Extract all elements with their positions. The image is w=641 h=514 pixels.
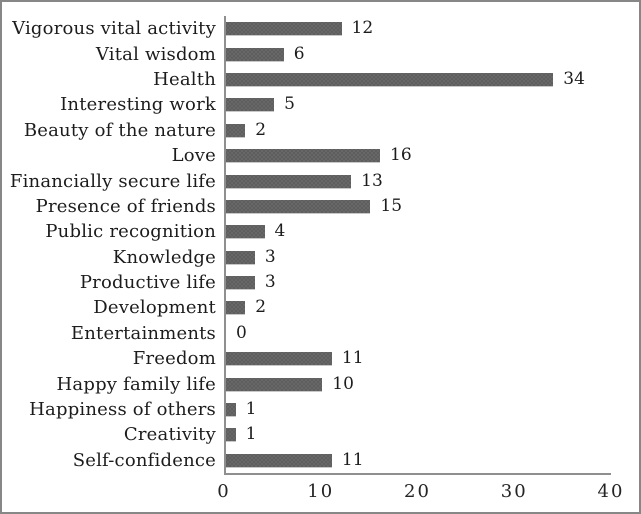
value-label: 34 xyxy=(563,68,585,89)
bar xyxy=(226,174,352,188)
chart-row: 34 xyxy=(226,67,611,92)
value-label: 1 xyxy=(245,424,257,445)
value-label: 3 xyxy=(264,246,276,267)
value-label: 10 xyxy=(332,373,354,394)
x-tick-label: 20 xyxy=(404,481,431,503)
category-label: Creativity xyxy=(123,424,216,446)
bar xyxy=(226,199,371,213)
category-label: Presence of friends xyxy=(35,195,216,217)
bar xyxy=(226,47,284,61)
bar xyxy=(226,98,275,112)
bar xyxy=(226,377,323,391)
chart-row: 4 xyxy=(226,219,611,244)
category-label: Productive life xyxy=(79,272,216,294)
chart-row: 2 xyxy=(226,118,611,143)
x-tick-label: 40 xyxy=(597,481,625,503)
category-label: Knowledge xyxy=(112,246,216,268)
chart-row: 3 xyxy=(226,270,611,295)
chart-row: 3 xyxy=(226,245,611,270)
value-label: 11 xyxy=(341,449,364,470)
value-label: 3 xyxy=(264,272,276,293)
chart-row: 13 xyxy=(226,168,611,193)
value-label: 11 xyxy=(341,348,364,369)
value-label: 2 xyxy=(255,119,267,140)
category-label: Freedom xyxy=(132,348,216,370)
chart-row: 1 xyxy=(226,422,611,447)
chart-row: 2 xyxy=(226,295,611,320)
category-label: Interesting work xyxy=(60,94,216,116)
category-label: Public recognition xyxy=(45,221,216,243)
bar xyxy=(226,123,246,137)
bar xyxy=(226,428,236,442)
value-label: 12 xyxy=(351,18,374,39)
value-label: 4 xyxy=(274,221,286,242)
bar-chart: Vigorous vital activity Vital wisdom Healt… xyxy=(8,16,622,507)
chart-row: 6 xyxy=(226,41,611,66)
chart-row: 15 xyxy=(226,194,611,219)
x-tick-label: 30 xyxy=(500,481,528,503)
bar xyxy=(226,22,342,36)
plot-area: 12 6 34 5 2 16 13 15 4 3 3 2 0 11 10 1 1 11 xyxy=(224,16,611,476)
value-label: 16 xyxy=(390,145,412,166)
category-label: Happiness of others xyxy=(29,399,216,421)
value-label: 0 xyxy=(236,322,247,343)
category-label: Love xyxy=(171,145,216,167)
category-label: Health xyxy=(153,68,216,90)
bar xyxy=(226,403,236,417)
bar xyxy=(226,149,380,163)
plot-column: 12 6 34 5 2 16 13 15 4 3 3 2 0 11 10 1 1 11 0 10 20 30 40 xyxy=(217,16,622,507)
value-label: 6 xyxy=(293,43,305,64)
chart-row: 5 xyxy=(226,92,611,117)
chart-row: 11 xyxy=(226,346,611,371)
x-tick-label: 10 xyxy=(307,481,335,503)
x-tick-label: 0 xyxy=(217,481,231,503)
bar xyxy=(226,72,554,86)
category-label: Self-confidence xyxy=(72,449,216,471)
chart-row: 12 xyxy=(226,16,611,41)
value-label: 5 xyxy=(284,94,295,115)
value-label: 15 xyxy=(380,195,403,216)
value-label: 2 xyxy=(255,297,267,318)
value-label: 1 xyxy=(245,399,257,420)
bar xyxy=(226,301,246,315)
bar xyxy=(226,453,332,467)
x-axis: 0 10 20 30 40 xyxy=(217,475,622,507)
value-label: 13 xyxy=(361,170,383,191)
bar xyxy=(226,352,332,366)
chart-row: 0 xyxy=(226,321,611,346)
bar xyxy=(226,276,255,290)
category-label: Development xyxy=(93,297,216,319)
category-label: Vigorous vital activity xyxy=(12,18,216,40)
category-label: Beauty of the nature xyxy=(23,119,216,141)
category-labels-column: Vigorous vital activity Vital wisdom Healt… xyxy=(8,16,224,473)
chart-row: 10 xyxy=(226,371,611,396)
category-label: Happy family life xyxy=(56,373,216,395)
category-label: Vital wisdom xyxy=(95,43,216,65)
chart-row: 16 xyxy=(226,143,611,168)
category-label: Financially secure life xyxy=(9,170,216,192)
bar xyxy=(226,250,255,264)
chart-row: 1 xyxy=(226,397,611,422)
chart-row: 11 xyxy=(226,448,611,473)
category-label: Entertainments xyxy=(70,322,216,344)
bar xyxy=(226,225,265,239)
